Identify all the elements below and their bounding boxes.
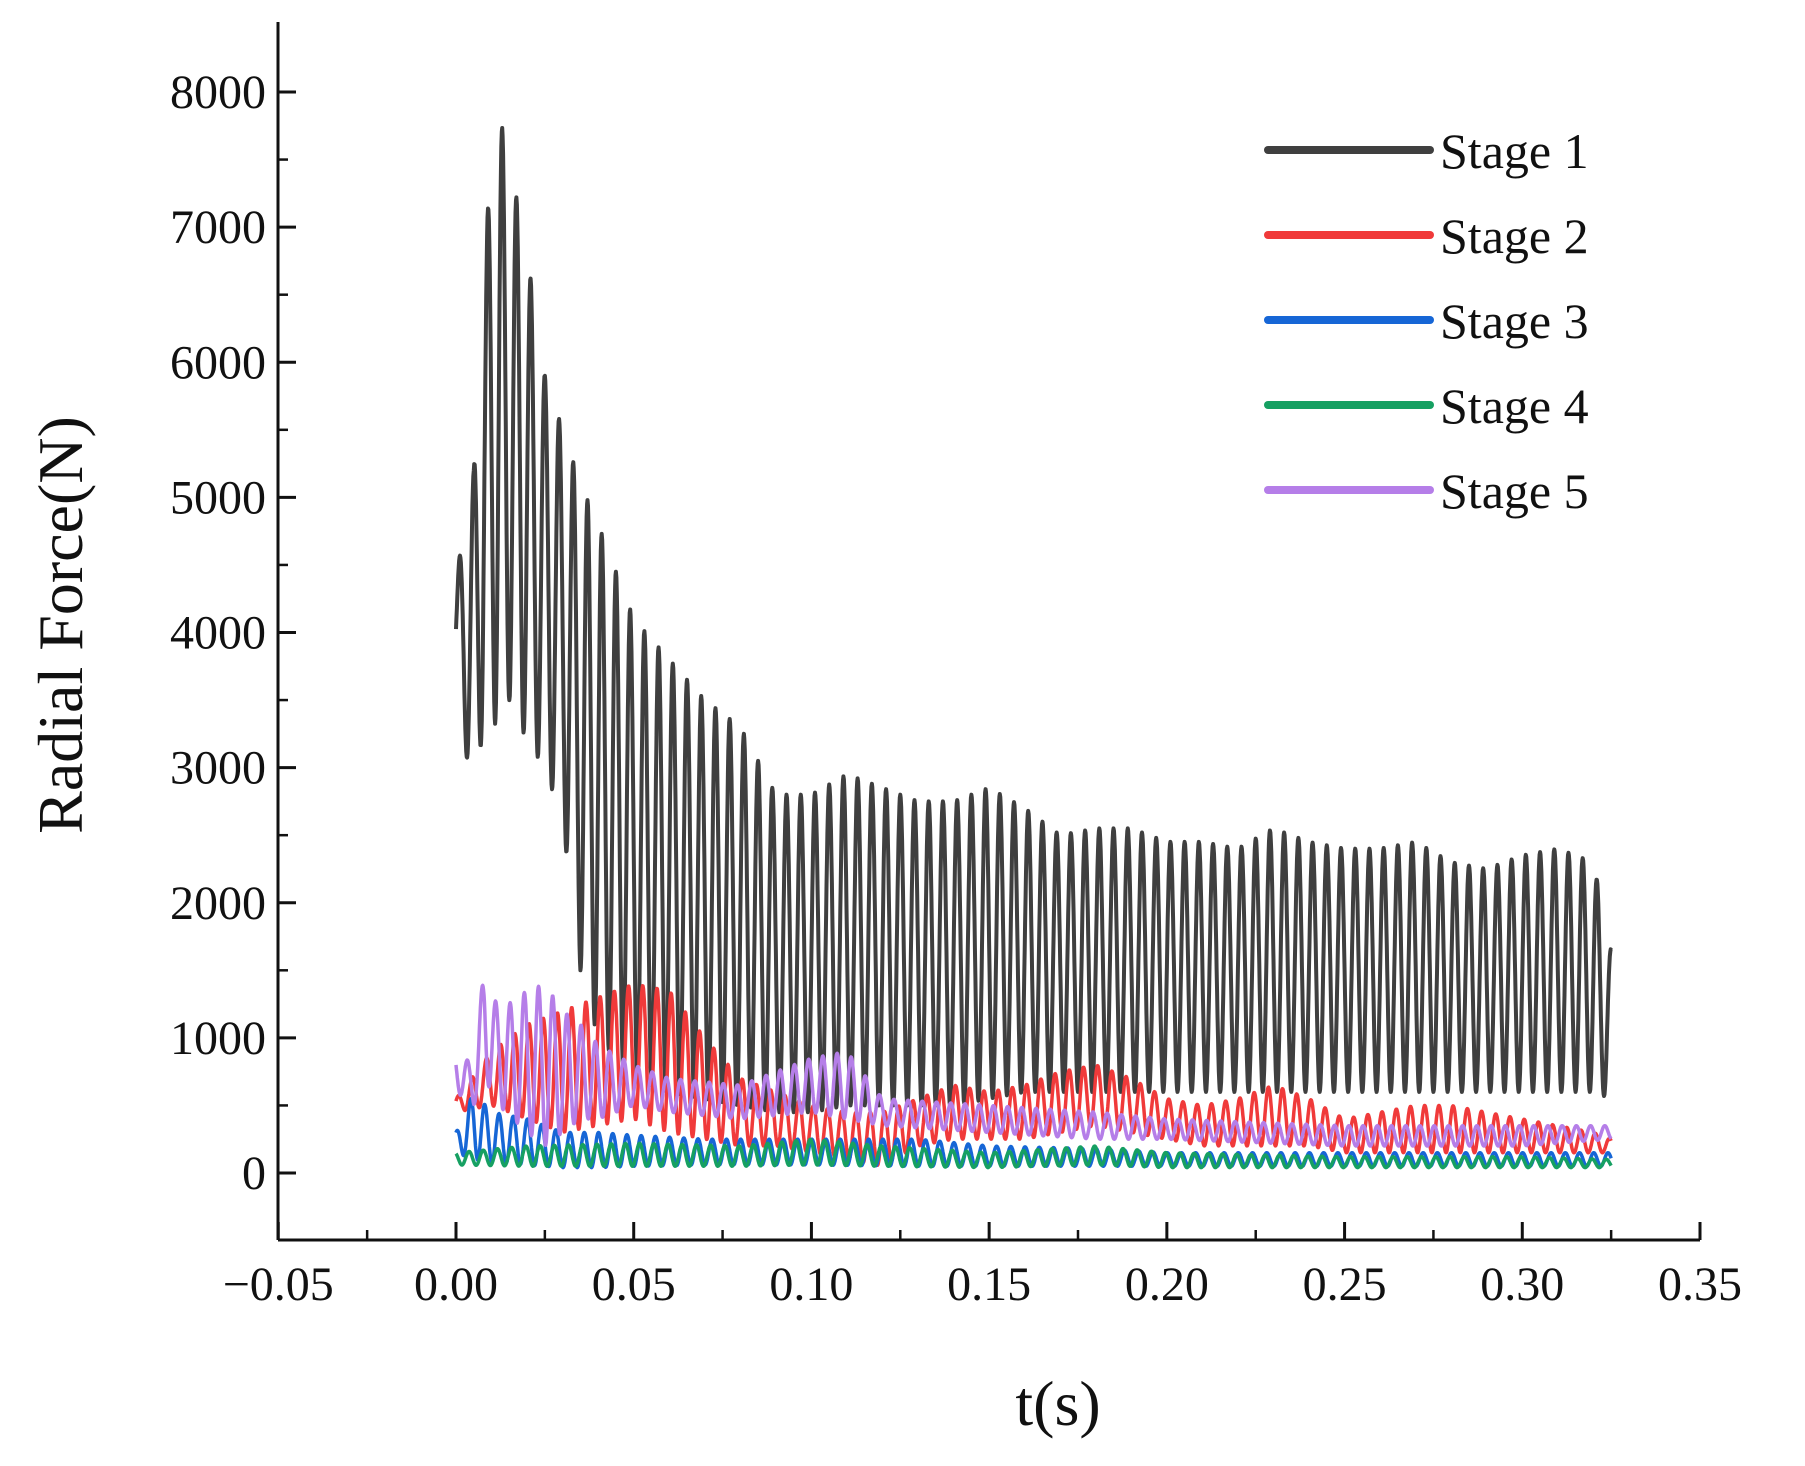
y-axis-title: Radial Force(N)	[25, 416, 96, 834]
y-tick-label: 6000	[170, 336, 266, 389]
legend-label-4: Stage 4	[1440, 378, 1589, 434]
x-tick-label: −0.05	[223, 1258, 334, 1311]
x-tick-label: 0.30	[1480, 1258, 1564, 1311]
x-tick-label: 0.10	[769, 1258, 853, 1311]
x-tick-label: 0.15	[947, 1258, 1031, 1311]
x-tick-label: 0.35	[1658, 1258, 1742, 1311]
x-axis-title: t(s)	[1015, 1368, 1100, 1439]
series-line-1	[454, 126, 1613, 1115]
x-tick-label: 0.20	[1125, 1258, 1209, 1311]
series-line-5	[454, 983, 1613, 1148]
legend-label-1: Stage 1	[1440, 123, 1589, 179]
legend: Stage 1 Stage 2 Stage 3 Stage 4 Stage 5	[1264, 123, 1589, 519]
legend-label-2: Stage 2	[1440, 208, 1589, 264]
legend-label-3: Stage 3	[1440, 293, 1589, 349]
y-tick-label: 8000	[170, 66, 266, 119]
series-layer	[454, 126, 1613, 1170]
y-tick-label: 3000	[170, 742, 266, 795]
legend-label-5: Stage 5	[1440, 463, 1589, 519]
ticks-layer: 0 1000 2000 3000 4000 5000 6000 7000 8000 −0.05 0.…	[170, 66, 1742, 1311]
y-tick-label: 7000	[170, 201, 266, 254]
y-tick-label: 1000	[170, 1012, 266, 1065]
y-tick-label: 2000	[170, 877, 266, 930]
x-tick-label: 0.00	[414, 1258, 498, 1311]
series-line-4	[454, 1137, 1613, 1170]
y-tick-label: 5000	[170, 471, 266, 524]
y-tick-label: 0	[242, 1147, 266, 1200]
y-tick-label: 4000	[170, 607, 266, 660]
x-tick-label: 0.25	[1303, 1258, 1387, 1311]
series-line-2	[454, 984, 1613, 1167]
x-tick-label: 0.05	[592, 1258, 676, 1311]
